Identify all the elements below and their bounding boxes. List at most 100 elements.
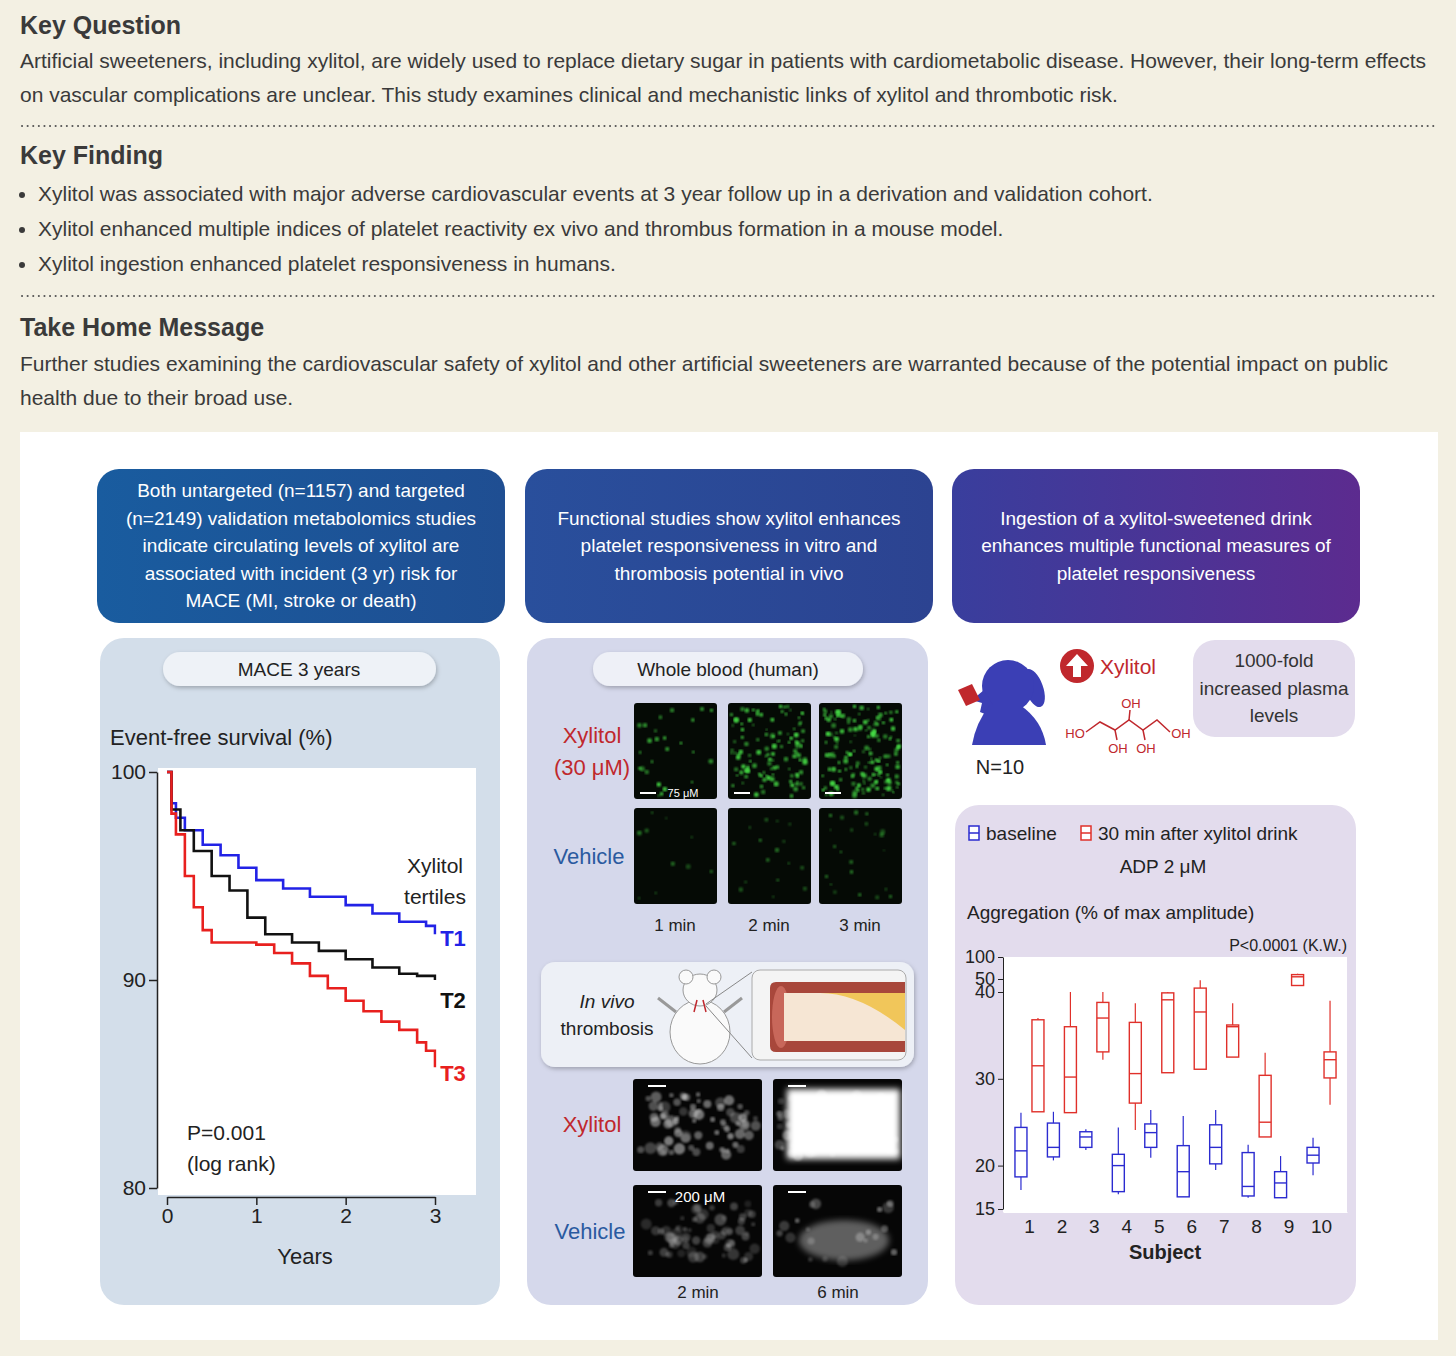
platelet-dot bbox=[833, 845, 836, 848]
platelet-dot bbox=[788, 822, 791, 825]
platelet-dot bbox=[663, 787, 668, 792]
platelet-dot bbox=[734, 767, 738, 771]
thrombus-speckle bbox=[663, 1119, 673, 1129]
platelet-dot bbox=[739, 887, 744, 892]
axis-line bbox=[1004, 1212, 1348, 1213]
platelet-dot bbox=[834, 785, 839, 790]
platelet-dot bbox=[657, 794, 659, 796]
tick-mark bbox=[998, 1166, 1003, 1167]
platelet-dot bbox=[764, 746, 769, 751]
platelet-dot bbox=[759, 839, 762, 842]
platelet-dot bbox=[862, 750, 865, 753]
thrombus-speckle bbox=[651, 1091, 662, 1102]
platelet-dot bbox=[849, 860, 853, 864]
scale-bar-label: 200 μM bbox=[675, 1188, 725, 1205]
tick-label: 4 bbox=[1122, 1216, 1133, 1237]
thrombus-speckle bbox=[696, 1099, 700, 1103]
box bbox=[1177, 1146, 1189, 1197]
platelet-dot bbox=[752, 763, 757, 768]
box bbox=[1129, 1022, 1141, 1103]
thrombus-speckle bbox=[651, 1226, 660, 1235]
image-frame bbox=[728, 703, 811, 799]
platelet-dot bbox=[772, 744, 777, 749]
box bbox=[1047, 1123, 1059, 1157]
thrombus-speckle bbox=[703, 1100, 711, 1108]
platelet-dot bbox=[658, 715, 662, 719]
annotation: P<0.0001 (K.W.) bbox=[1229, 937, 1347, 954]
thrombus-speckle bbox=[735, 1129, 745, 1139]
chart-title: MACE 3 years bbox=[238, 659, 360, 680]
platelet-dot bbox=[680, 742, 683, 745]
micrograph bbox=[728, 703, 811, 799]
platelet-dot bbox=[799, 745, 802, 748]
micrograph bbox=[634, 703, 717, 799]
axis-title: Years bbox=[277, 1244, 332, 1269]
row-label: Xylitol bbox=[563, 1112, 622, 1137]
platelet-dot bbox=[651, 811, 653, 813]
platelet-dot bbox=[746, 766, 750, 770]
thrombus-speckle bbox=[680, 1216, 684, 1220]
platelet-dot bbox=[827, 717, 832, 722]
platelet-dot bbox=[761, 790, 766, 795]
platelet-dot bbox=[847, 721, 850, 724]
plot-background bbox=[158, 768, 476, 1195]
platelet-dot bbox=[790, 783, 795, 788]
section-heading: Key Question bbox=[20, 10, 181, 40]
legend-swatch bbox=[969, 826, 979, 840]
scale-bar bbox=[648, 1191, 666, 1193]
platelet-dot bbox=[834, 737, 839, 742]
platelet-dot bbox=[657, 782, 661, 786]
axis-title: Aggregation (% of max amplitude) bbox=[967, 902, 1254, 923]
platelet-dot bbox=[831, 767, 836, 772]
platelet-dot bbox=[690, 836, 692, 838]
platelet-dot bbox=[766, 858, 770, 862]
median bbox=[1275, 1182, 1287, 1183]
platelet-dot bbox=[852, 793, 857, 798]
thrombus-speckle bbox=[707, 1232, 715, 1240]
thrombus-speckle bbox=[722, 1215, 727, 1220]
tick: 80 bbox=[123, 1176, 157, 1199]
platelet-dot bbox=[880, 776, 882, 778]
section-text: Further studies examining the cardiovasc… bbox=[20, 347, 1438, 415]
tick-label: 1 bbox=[251, 1204, 263, 1227]
platelet-dot bbox=[741, 728, 745, 732]
panel-body bbox=[527, 638, 928, 1305]
tick: 6 bbox=[1186, 1212, 1197, 1237]
platelet-dot bbox=[796, 781, 798, 783]
platelet-dot bbox=[895, 710, 898, 713]
thrombus-speckle bbox=[721, 1123, 728, 1130]
thrombus-speckle bbox=[659, 1248, 668, 1257]
axis-title: Event-free survival (%) bbox=[110, 725, 333, 750]
platelet-dot bbox=[781, 710, 784, 713]
platelet-dot bbox=[772, 773, 775, 776]
box bbox=[1064, 1027, 1076, 1113]
platelet-dot bbox=[825, 753, 829, 757]
box bbox=[1080, 1132, 1092, 1148]
platelet-dot bbox=[647, 738, 652, 743]
tick-label: 100 bbox=[965, 947, 995, 967]
artery-icon bbox=[752, 970, 906, 1060]
platelet-dot bbox=[779, 705, 783, 709]
platelet-dot bbox=[800, 866, 804, 870]
platelet-dot bbox=[654, 892, 656, 894]
thrombus-speckle bbox=[675, 1225, 682, 1232]
axis: 1520304050100 bbox=[965, 947, 1004, 1219]
platelet-dot bbox=[776, 819, 779, 822]
platelet-dot bbox=[780, 745, 783, 748]
scale-bar bbox=[648, 1085, 666, 1087]
series-label: T1 bbox=[440, 926, 466, 951]
platelet-dot bbox=[829, 829, 831, 831]
box bbox=[1097, 1002, 1109, 1051]
tick-label: 3 bbox=[1089, 1216, 1100, 1237]
platelet-dot bbox=[867, 708, 869, 710]
atom-label: OH bbox=[1121, 696, 1141, 711]
thrombus-speckle bbox=[637, 1146, 644, 1153]
scale-bar bbox=[734, 792, 750, 794]
platelet-dot bbox=[853, 727, 858, 732]
thrombus-speckle bbox=[682, 1242, 689, 1249]
thrombus-speckle bbox=[891, 1249, 897, 1255]
tick: 1 bbox=[251, 1197, 263, 1227]
platelet-dot bbox=[879, 833, 884, 838]
platelet-dot bbox=[896, 761, 899, 764]
platelet-dot bbox=[768, 758, 772, 762]
